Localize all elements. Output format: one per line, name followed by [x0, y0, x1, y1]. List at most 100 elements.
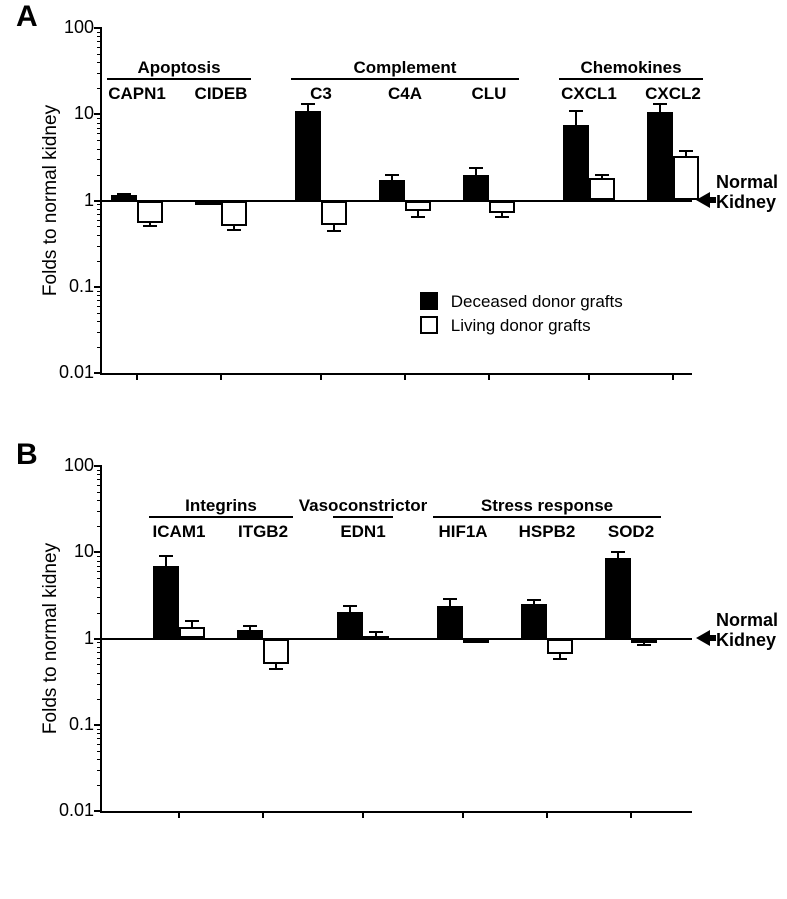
- y-minor-tick: [97, 658, 102, 659]
- bar-c3-living: [321, 201, 347, 225]
- y-minor-tick: [97, 729, 102, 730]
- y-minor-tick: [97, 133, 102, 134]
- bar-hspb2-living: [547, 639, 573, 655]
- bar-clu-deceased: [463, 175, 489, 201]
- gene-label-capn1: CAPN1: [108, 84, 166, 104]
- bar-sod2-deceased: [605, 558, 631, 638]
- y-tick: [94, 638, 102, 640]
- errorbar-cap: [143, 225, 157, 227]
- y-minor-tick: [97, 332, 102, 333]
- x-tick: [320, 373, 322, 380]
- bar-c4a-living: [405, 201, 431, 212]
- legend-row-deceased: Deceased donor grafts: [420, 292, 623, 312]
- errorbar-cap: [495, 216, 509, 218]
- errorbar-cap: [469, 640, 483, 642]
- y-minor-tick: [97, 73, 102, 74]
- y-minor-tick: [97, 578, 102, 579]
- y-minor-tick: [97, 226, 102, 227]
- gene-label-hif1a: HIF1A: [438, 522, 487, 542]
- y-minor-tick: [97, 306, 102, 307]
- bar-cxcl2-deceased: [647, 112, 673, 200]
- y-minor-tick: [97, 474, 102, 475]
- errorbar-cap: [243, 625, 257, 627]
- category-underline: [291, 78, 519, 80]
- errorbar-cap: [637, 644, 651, 646]
- errorbar-cap: [269, 668, 283, 670]
- y-minor-tick: [97, 526, 102, 527]
- errorbar-cap: [611, 551, 625, 553]
- y-minor-tick: [97, 128, 102, 129]
- errorbar-cap: [411, 216, 425, 218]
- errorbar-cap: [343, 605, 357, 607]
- y-minor-tick: [97, 566, 102, 567]
- y-minor-tick: [97, 479, 102, 480]
- x-tick: [488, 373, 490, 380]
- y-tick-label: 10: [34, 541, 94, 562]
- baseline-arrow-icon-b: [696, 630, 716, 646]
- y-minor-tick: [97, 149, 102, 150]
- legend-label-deceased: Deceased donor grafts: [451, 292, 623, 311]
- gene-label-clu: CLU: [472, 84, 507, 104]
- y-minor-tick: [97, 214, 102, 215]
- errorbar-cap: [227, 229, 241, 231]
- y-minor-tick: [97, 175, 102, 176]
- gene-label-edn1: EDN1: [340, 522, 385, 542]
- y-minor-tick: [97, 32, 102, 33]
- gene-label-icam1: ICAM1: [153, 522, 206, 542]
- bar-cxcl1-deceased: [563, 125, 589, 200]
- y-tick: [94, 372, 102, 374]
- y-minor-tick: [97, 300, 102, 301]
- y-minor-tick: [97, 54, 102, 55]
- baseline-text-1b: Normal: [716, 610, 778, 630]
- x-tick: [262, 811, 264, 818]
- y-minor-tick: [97, 209, 102, 210]
- y-minor-tick: [97, 118, 102, 119]
- baseline-annotation-a: Normal Kidney: [716, 173, 778, 213]
- gene-label-c4a: C4A: [388, 84, 422, 104]
- errorbar-cap: [159, 555, 173, 557]
- y-minor-tick: [97, 492, 102, 493]
- gene-label-c3: C3: [310, 84, 332, 104]
- y-minor-tick: [97, 41, 102, 42]
- errorbar-cap: [679, 150, 693, 152]
- errorbar-cap: [385, 174, 399, 176]
- y-minor-tick: [97, 321, 102, 322]
- x-tick: [136, 373, 138, 380]
- y-minor-tick: [97, 511, 102, 512]
- y-minor-tick: [97, 587, 102, 588]
- y-minor-tick: [97, 785, 102, 786]
- gene-label-itgb2: ITGB2: [238, 522, 288, 542]
- y-minor-tick: [97, 47, 102, 48]
- x-tick: [546, 811, 548, 818]
- y-tick-label: 0.1: [34, 714, 94, 735]
- y-minor-tick: [97, 123, 102, 124]
- gene-label-cxcl2: CXCL2: [645, 84, 701, 104]
- y-minor-tick: [97, 159, 102, 160]
- chart-panel-b: 0.010.1110100ICAM1ITGB2IntegrinsEDN1Vaso…: [100, 466, 692, 813]
- y-tick: [94, 27, 102, 29]
- x-tick: [220, 373, 222, 380]
- y-minor-tick: [97, 664, 102, 665]
- baseline-text-1: Normal: [716, 172, 778, 192]
- legend-swatch-open: [420, 316, 438, 334]
- bar-hspb2-deceased: [521, 604, 547, 638]
- errorbar-cap: [369, 631, 383, 633]
- y-minor-tick: [97, 571, 102, 572]
- bar-edn1-living: [363, 636, 389, 640]
- y-minor-tick: [97, 738, 102, 739]
- errorbar: [659, 104, 661, 112]
- x-tick: [630, 811, 632, 818]
- y-minor-tick: [97, 220, 102, 221]
- bar-c3-deceased: [295, 111, 321, 201]
- y-tick-label: 100: [34, 17, 94, 38]
- y-minor-tick: [97, 613, 102, 614]
- bar-edn1-deceased: [337, 612, 363, 639]
- baseline-arrow-icon: [696, 192, 716, 208]
- x-tick: [362, 811, 364, 818]
- y-minor-tick: [97, 88, 102, 89]
- category-label-stress-response: Stress response: [481, 496, 613, 516]
- y-minor-tick: [97, 235, 102, 236]
- y-minor-tick: [97, 140, 102, 141]
- errorbar-cap: [201, 203, 215, 205]
- y-minor-tick: [97, 500, 102, 501]
